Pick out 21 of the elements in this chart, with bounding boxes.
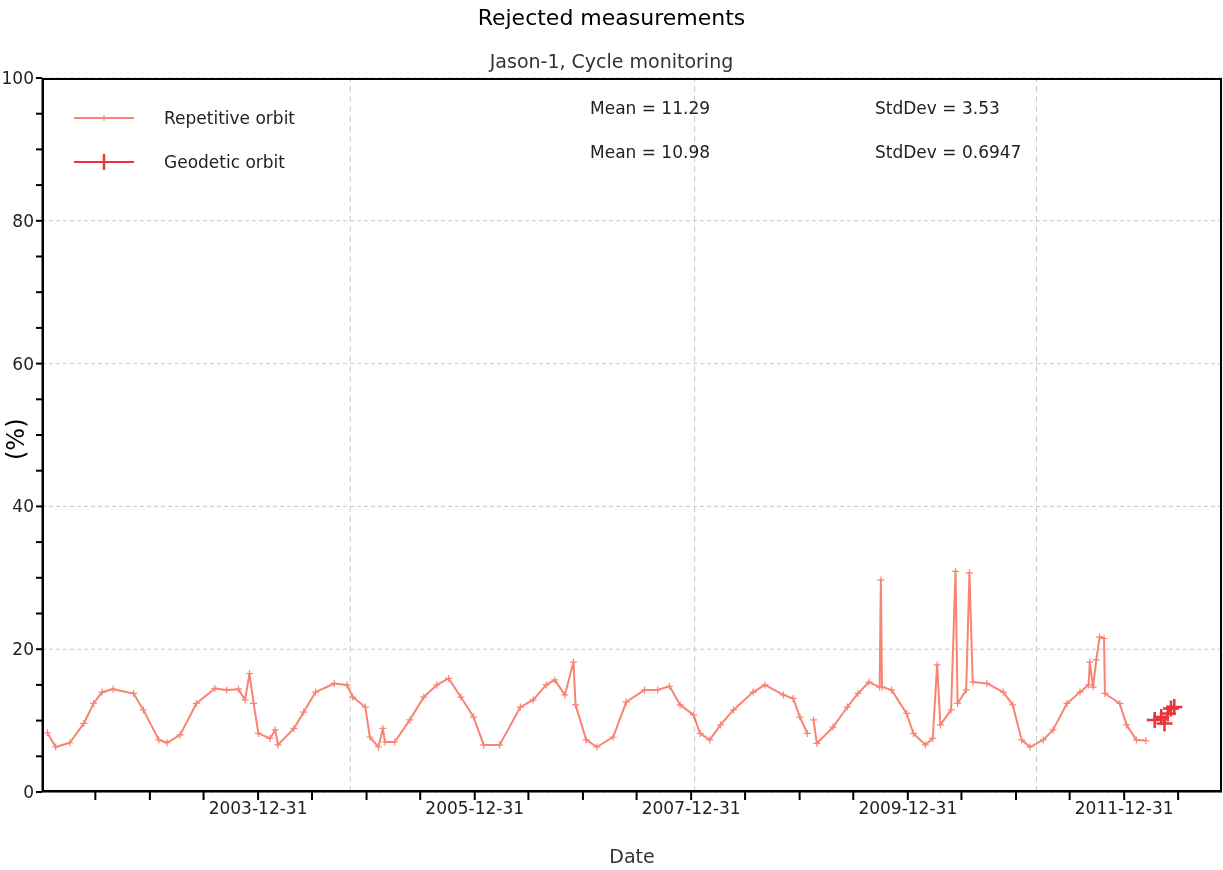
y-axis-title: (%) [2,418,30,460]
annotation: Mean = 10.98 [590,142,711,162]
x-tick-label: 2003-12-31 [208,798,308,819]
chart-subtitle: Jason-1, Cycle monitoring [489,50,734,72]
x-tick-label: 2007-12-31 [641,798,741,819]
y-tick-label: 100 [1,68,34,89]
x-tick-label: 2011-12-31 [1074,798,1174,819]
x-tick-label: 2009-12-31 [858,798,958,819]
y-tick-label: 0 [23,782,34,803]
annotation: StdDev = 0.6947 [875,142,1022,162]
annotation: StdDev = 3.53 [875,98,1000,118]
y-tick-label: 40 [12,496,34,517]
y-tick-label: 80 [12,210,34,231]
y-tick-label: 60 [12,353,34,374]
legend-label: Repetitive orbit [164,108,296,128]
x-tick-label: 2005-12-31 [425,798,525,819]
annotation: Mean = 11.29 [590,98,711,118]
y-tick-label: 20 [12,639,34,660]
chart-title: Rejected measurements [476,5,747,30]
x-axis-title: Date [608,845,656,867]
legend-label: Geodetic orbit [164,152,285,172]
